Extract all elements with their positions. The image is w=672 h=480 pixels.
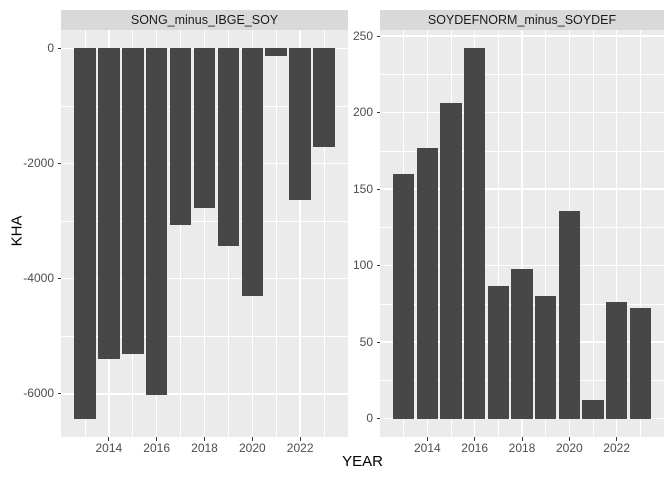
gridline-major-horizontal [380, 264, 664, 267]
x-tick-label: 2020 [238, 441, 266, 455]
bar-2021 [265, 48, 287, 57]
bar-2021 [582, 400, 604, 419]
bar-2016 [464, 48, 486, 419]
y-tick-label: 250 [352, 28, 373, 43]
x-tick-label: 2020 [555, 441, 583, 455]
y-tick-mark [376, 418, 380, 420]
x-tick-label: 2018 [191, 441, 218, 455]
gridline-major-horizontal [380, 35, 664, 37]
y-tick-label: 0 [366, 411, 373, 426]
bar-2023 [629, 308, 651, 419]
bar-2013 [74, 48, 96, 420]
x-tick-mark [204, 437, 205, 441]
gridline-major-horizontal [380, 417, 664, 420]
y-tick-label: 150 [352, 181, 373, 196]
bar-2015 [121, 48, 144, 355]
bar-2020 [241, 48, 264, 296]
y-tick-label: 50 [359, 334, 373, 349]
y-tick-label: 200 [352, 105, 373, 120]
x-tick-mark [299, 437, 301, 441]
gridline-minor-vertical [592, 30, 594, 437]
gridline-major-vertical [203, 30, 206, 437]
y-tick-label: 100 [352, 258, 373, 273]
bar-2020 [558, 210, 580, 419]
gridline-minor-vertical [545, 30, 546, 437]
facet-strip-left-label: SONG_minus_IBGE_SOY [130, 13, 279, 27]
facet-strip-right-label: SOYDEFNORM_minus_SOYDEF [427, 13, 617, 27]
y-tick-mark [376, 265, 380, 267]
facet-strip-left: SONG_minus_IBGE_SOY [61, 10, 348, 30]
bar-2023 [313, 48, 335, 147]
gridline-major-vertical [521, 30, 523, 437]
bar-2019 [535, 296, 557, 419]
gridline-minor-vertical [275, 30, 277, 437]
y-tick-mark [57, 47, 61, 49]
y-tick-mark [376, 112, 380, 114]
y-tick-label: -4000 [23, 271, 54, 286]
x-tick-label: 2022 [603, 441, 630, 455]
y-tick-mark [376, 341, 380, 343]
facet-panel-left [61, 30, 348, 437]
x-axis-title: YEAR [342, 453, 383, 470]
x-tick-label: 2014 [95, 441, 123, 455]
y-tick-mark [57, 278, 61, 280]
bar-2017 [487, 285, 509, 419]
bar-2017 [169, 48, 192, 225]
gridline-major-horizontal [380, 188, 664, 190]
facet-strip-right: SOYDEFNORM_minus_SOYDEF [380, 10, 664, 30]
x-tick-label: 2014 [413, 441, 441, 455]
bar-2019 [217, 48, 240, 247]
gridline-major-vertical [299, 30, 301, 437]
y-tick-label: 0 [47, 40, 54, 55]
bar-2014 [98, 48, 120, 359]
bar-2022 [289, 48, 311, 200]
y-axis-title: KHA [8, 215, 26, 247]
gridline-major-horizontal [380, 111, 664, 114]
y-tick-mark [57, 393, 61, 395]
bar-2014 [416, 147, 438, 419]
y-tick-mark [376, 35, 380, 37]
x-tick-mark [156, 437, 158, 441]
x-tick-label: 2018 [508, 441, 536, 455]
gridline-minor-vertical [180, 30, 181, 437]
bar-2013 [393, 173, 415, 419]
x-tick-mark [521, 437, 523, 441]
gridline-major-horizontal [61, 277, 348, 280]
y-tick-label: -6000 [23, 386, 54, 401]
gridline-minor-vertical [323, 30, 325, 437]
x-tick-label: 2016 [143, 441, 170, 455]
x-tick-label: 2022 [286, 441, 314, 455]
bar-2016 [145, 48, 168, 395]
y-tick-mark [57, 163, 61, 165]
gridline-major-horizontal [61, 393, 348, 395]
gridline-major-vertical [615, 30, 618, 437]
x-tick-mark [251, 437, 253, 441]
gridline-minor-vertical [639, 30, 641, 437]
bar-2018 [193, 48, 216, 209]
gridline-minor-vertical [497, 30, 499, 437]
x-tick-mark [108, 437, 110, 441]
bar-2022 [606, 302, 628, 419]
bar-2015 [440, 103, 462, 419]
x-tick-mark [426, 437, 428, 441]
x-tick-mark [474, 437, 476, 441]
x-tick-label: 2016 [461, 441, 488, 455]
bar-2018 [511, 268, 533, 419]
facet-panel-right [380, 30, 664, 437]
x-tick-mark [568, 437, 570, 441]
y-tick-label: -2000 [23, 156, 54, 171]
x-tick-mark [616, 437, 618, 441]
y-tick-mark [376, 188, 380, 190]
